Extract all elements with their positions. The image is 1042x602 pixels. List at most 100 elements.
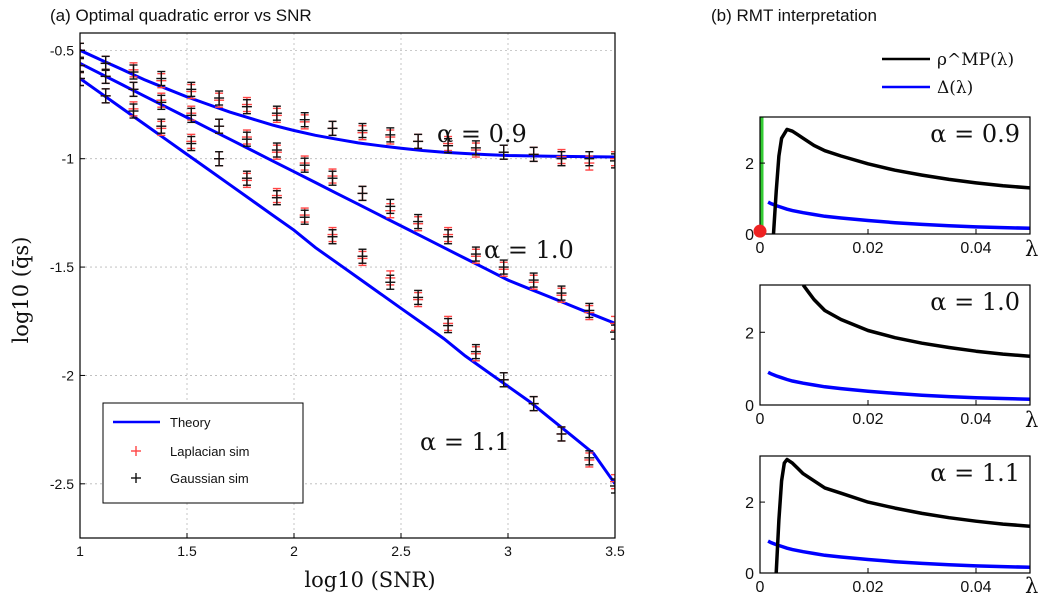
gaussian-sim-point-0-16 xyxy=(528,146,539,163)
chart-b-title: (b) RMT interpretation xyxy=(711,6,877,25)
x-tick-label-5: 3.5 xyxy=(605,543,625,559)
rmt-panel-0-frame xyxy=(759,116,1031,235)
gaussian-sim-point-2-4 xyxy=(186,135,197,152)
rho-curve-0 xyxy=(771,127,1030,234)
x-tick-label-3: 2.5 xyxy=(391,543,411,559)
y-tick-label-3: -1 xyxy=(62,151,75,167)
theory-line-series-2 xyxy=(80,77,615,485)
y-tick-label-0: -2.5 xyxy=(50,476,74,492)
panel-2-x-tick-label-1: 0.02 xyxy=(852,579,883,596)
alpha-annotation-1.1: α = 1.1 xyxy=(420,428,510,456)
rho-curve-1 xyxy=(801,285,1030,359)
panel-0-x-tick-label-0: 0 xyxy=(756,240,765,257)
laplacian-sim-point-2-19 xyxy=(610,473,615,490)
rmt-panel-1-label: α = 1.0 xyxy=(930,288,1020,316)
gaussian-sim-point-1-19 xyxy=(610,324,615,340)
gaussian-sim-point-0-7 xyxy=(271,105,282,121)
gaussian-sim-point-0-4 xyxy=(186,81,197,98)
rmt-panel-2-x-label: λ xyxy=(1025,574,1038,598)
chart-a-title: (a) Optimal quadratic error vs SNR xyxy=(50,6,312,25)
y-tick-label-1: -2 xyxy=(62,367,75,383)
gaussian-sim-point-0-17 xyxy=(556,151,567,167)
gaussian-sim-point-1-2 xyxy=(128,81,139,98)
gaussian-sim-point-2-16 xyxy=(528,395,539,412)
chart-b-legend: ρ^MP(λ) Δ(λ) xyxy=(882,50,1014,98)
chart-a-plot-area xyxy=(80,42,615,494)
gaussian-sim-point-2-14 xyxy=(470,343,481,360)
rmt-panel-0-label: α = 0.9 xyxy=(930,120,1020,148)
gaussian-sim-point-1-5 xyxy=(214,118,225,134)
gaussian-sim-point-0-6 xyxy=(241,98,252,115)
gaussian-sim-point-0-2 xyxy=(128,64,139,80)
panel-1-x-tick-label-2: 0.04 xyxy=(960,411,991,428)
gaussian-sim-point-1-9 xyxy=(327,170,338,186)
gaussian-sim-point-0-8 xyxy=(299,111,310,128)
panel-0-x-tick-label-2: 0.04 xyxy=(960,240,991,257)
gaussian-sim-point-2-3 xyxy=(156,118,167,134)
panel-2-y-tick-label-0: 0 xyxy=(745,566,754,583)
gaussian-sim-point-2-10 xyxy=(357,248,368,264)
panel-2-y-tick-label-1: 2 xyxy=(745,495,754,512)
gaussian-sim-point-0-3 xyxy=(156,70,167,87)
gaussian-sim-point-0-12 xyxy=(413,133,424,150)
gaussian-sim-point-2-5 xyxy=(214,151,225,167)
gaussian-sim-point-1-4 xyxy=(186,107,197,124)
panel-1-x-tick-label-0: 0 xyxy=(756,411,765,428)
delta-curve-0 xyxy=(767,200,1030,231)
gaussian-sim-point-0-19 xyxy=(610,153,615,169)
gaussian-sim-point-0-15 xyxy=(498,144,509,160)
rmt-panel-1-frame xyxy=(759,284,1031,406)
rmt-panel-alpha-1.1: α = 1.1 0 0.02 0.04 0 2 λ xyxy=(745,455,1038,598)
gaussian-sim-point-0-10 xyxy=(357,122,368,139)
gaussian-sim-point-0-11 xyxy=(385,127,396,143)
laplacian-sim-point-0-19 xyxy=(610,151,615,167)
gaussian-sim-point-1-8 xyxy=(299,157,310,173)
gaussian-sim-point-2-7 xyxy=(271,190,282,206)
chart-a-x-label: log10 (SNR) xyxy=(304,568,435,592)
legend-laplacian-marker xyxy=(131,446,141,456)
rmt-panel-2-plot xyxy=(767,457,1030,573)
theory-line-series-0 xyxy=(80,48,615,159)
rmt-panel-1-label-bg xyxy=(904,289,1024,317)
rmt-panel-1-x-label: λ xyxy=(1025,408,1038,432)
rmt-panel-1-plot xyxy=(767,285,1030,401)
rmt-panel-1-ticks: 0 0.02 0.04 0 2 xyxy=(745,325,992,428)
chart-a-x-ticks: 1 1.5 2 2.5 3 3.5 xyxy=(76,533,625,559)
chart-a-y-ticks: -2.5 -2 -1.5 -1 -0.5 xyxy=(50,42,85,492)
rmt-panel-alpha-0.9: α = 0.9 0 0.02 0.04 0 2 λ xyxy=(745,116,1038,261)
rmt-panel-2-label: α = 1.1 xyxy=(930,459,1020,487)
gaussian-sim-point-2-8 xyxy=(299,209,310,225)
panel-1-y-tick-label-1: 2 xyxy=(745,325,754,342)
rmt-panel-0-x-label: λ xyxy=(1025,237,1038,261)
gaussian-sim-point-0-5 xyxy=(214,90,225,106)
panel-1-y-tick-label-0: 0 xyxy=(745,398,754,415)
gaussian-sim-point-1-12 xyxy=(413,213,424,230)
x-tick-label-4: 3 xyxy=(504,543,512,559)
rmt-panel-2-ticks: 0 0.02 0.04 0 2 xyxy=(745,495,992,596)
legend-rho-label: ρ^MP(λ) xyxy=(937,50,1014,70)
chart-a-legend: Theory Laplacian sim Gaussian sim xyxy=(102,402,304,504)
alpha-annotation-0.9: α = 0.9 xyxy=(437,120,527,148)
legend-delta-label: Δ(λ) xyxy=(937,78,973,98)
gaussian-sim-point-1-11 xyxy=(385,198,396,215)
gaussian-sim-point-1-10 xyxy=(357,185,368,202)
alpha-annotation-1.0: α = 1.0 xyxy=(484,236,574,264)
gaussian-sim-point-0-14 xyxy=(470,140,481,156)
legend-gaussian-marker xyxy=(131,473,141,483)
panel-2-x-tick-label-0: 0 xyxy=(756,579,765,596)
panel-1-x-tick-label-1: 0.02 xyxy=(852,411,883,428)
gaussian-sim-point-2-12 xyxy=(413,289,424,306)
gaussian-sim-point-2-11 xyxy=(385,274,396,290)
gaussian-sim-point-2-17 xyxy=(556,426,567,442)
gaussian-sim-point-2-1 xyxy=(100,88,111,104)
gaussian-sim-point-1-6 xyxy=(241,131,252,147)
x-tick-label-0: 1 xyxy=(76,543,84,559)
rho-curve-2 xyxy=(774,457,1030,573)
y-tick-label-4: -0.5 xyxy=(50,42,74,58)
rho-point-0 xyxy=(753,224,767,238)
gaussian-sim-point-2-9 xyxy=(327,229,338,245)
rmt-panel-2-label-bg xyxy=(904,460,1024,488)
gaussian-sim-point-0-1 xyxy=(100,55,111,72)
gaussian-sim-point-1-18 xyxy=(584,302,595,319)
gaussian-sim-point-1-14 xyxy=(470,246,481,262)
